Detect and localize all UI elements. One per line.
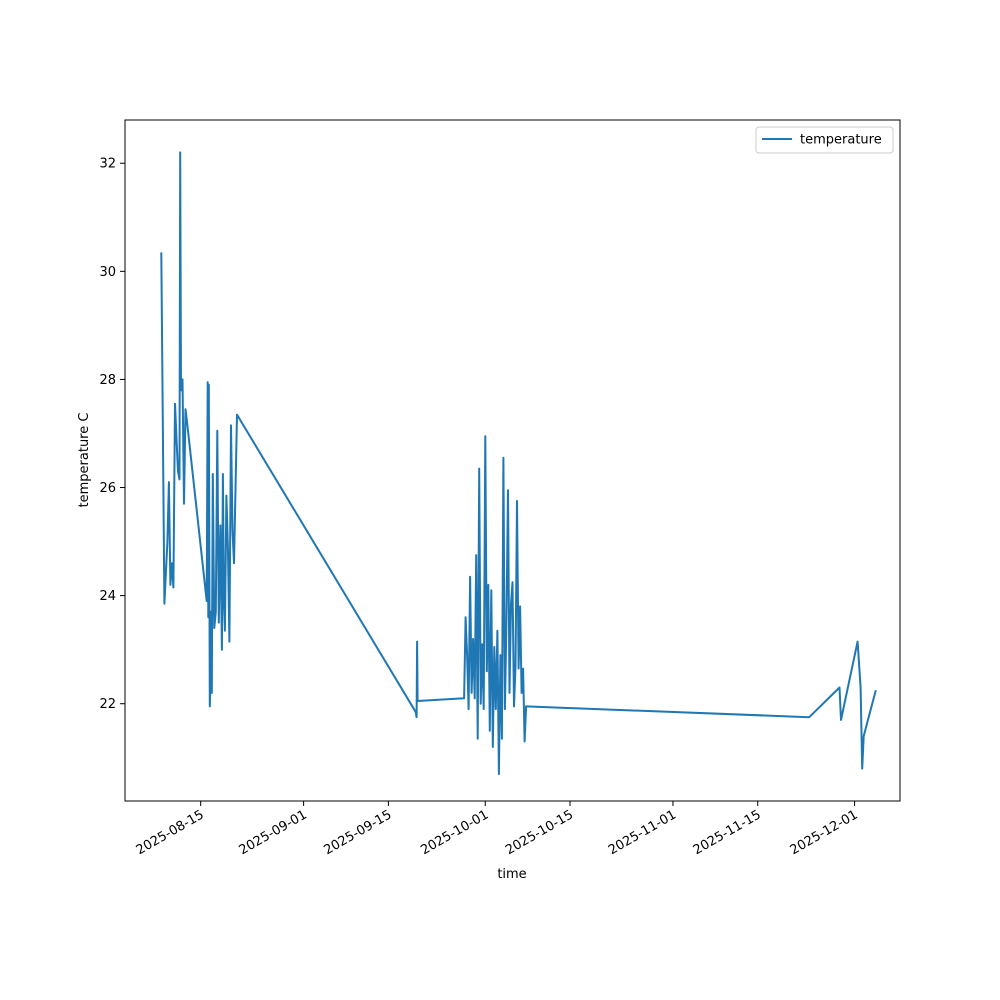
y-tick-label: 26 xyxy=(99,481,116,496)
y-tick-label: 22 xyxy=(99,697,116,712)
axes-frame xyxy=(124,119,901,802)
y-axis: 22 24 26 28 30 32 xyxy=(99,157,125,712)
legend-entry-temperature: temperature xyxy=(800,133,882,148)
series-line-temperature xyxy=(160,151,877,775)
legend: temperature xyxy=(755,126,894,154)
y-tick-label: 24 xyxy=(99,589,116,604)
y-tick-label: 28 xyxy=(99,373,116,388)
legend-box xyxy=(755,126,894,154)
plot-area xyxy=(160,151,877,775)
x-axis-label: time xyxy=(497,867,526,882)
y-tick-label: 30 xyxy=(99,265,116,280)
y-tick-label: 32 xyxy=(99,157,116,172)
y-axis-label: temperature C xyxy=(77,413,92,508)
